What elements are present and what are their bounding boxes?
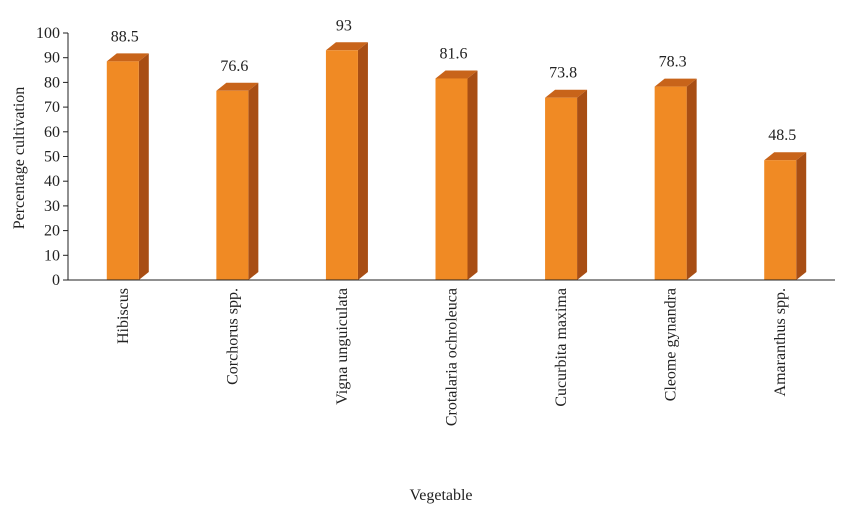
value-label: 76.6 [220, 58, 248, 75]
bar-5 [545, 89, 588, 281]
bar-side [248, 82, 259, 280]
y-tick-label: 50 [44, 149, 60, 166]
y-tick-label: 0 [52, 272, 60, 289]
value-label: 73.8 [549, 65, 577, 82]
y-tick-label: 40 [44, 173, 60, 190]
bar-front [764, 160, 797, 280]
y-tick-label: 10 [44, 247, 60, 264]
bar-4 [435, 70, 478, 280]
bar-top [216, 82, 259, 91]
x-axis: Hibiscus Corchorus spp. Vigna unguiculata C… [68, 279, 835, 426]
bar-6 [654, 78, 697, 280]
bar-2 [216, 82, 259, 280]
value-label: 48.5 [768, 127, 796, 144]
y-axis: 0 10 20 30 40 50 60 70 80 90 100 [36, 25, 69, 289]
y-tick-label: 80 [44, 74, 60, 91]
bar-front [545, 97, 578, 281]
bar-side [138, 53, 149, 280]
x-tick-label: Amaranthus spp. [772, 288, 789, 396]
bar-front [216, 90, 249, 280]
bars [106, 42, 807, 281]
bar-top [435, 70, 478, 79]
y-tick-label: 20 [44, 223, 60, 240]
bar-front [435, 78, 468, 280]
bar-1 [106, 53, 149, 280]
bar-side [467, 70, 478, 280]
bar-front [325, 50, 358, 280]
bar-side [796, 152, 807, 280]
bar-top [106, 53, 149, 62]
value-label: 81.6 [440, 45, 468, 62]
x-tick-label: Cucurbita maxima [553, 288, 570, 407]
x-tick-label: Vigna unguiculata [334, 288, 351, 405]
y-tick-label: 30 [44, 198, 60, 215]
x-tick-label: Hibiscus [115, 288, 132, 344]
bar-side [357, 42, 368, 280]
bar-front [106, 61, 139, 280]
y-tick-label: 70 [44, 99, 60, 116]
bar-top [325, 42, 368, 51]
value-label: 88.5 [111, 28, 139, 45]
value-label: 93 [336, 17, 352, 34]
y-axis-title: Percentage cultivation [11, 87, 28, 230]
x-tick-label: Cleome gynandra [663, 288, 680, 401]
bar-top [545, 89, 588, 98]
bar-front [654, 86, 687, 280]
bar-side [686, 78, 697, 280]
x-axis-title: Vegetable [409, 487, 472, 504]
bar-top [764, 152, 807, 161]
y-tick-label: 100 [36, 25, 60, 42]
bar-top [654, 78, 697, 87]
x-tick-label: Crotalaria ochroleuca [444, 288, 461, 426]
bar-3 [325, 42, 368, 280]
y-tick-label: 90 [44, 50, 60, 67]
x-tick-label: Corchorus spp. [224, 288, 241, 385]
y-tick-label: 60 [44, 124, 60, 141]
value-labels: 88.5 76.6 93 81.6 73.8 78.3 48.5 [111, 17, 796, 144]
bar-side [577, 89, 588, 281]
bar-7 [764, 152, 807, 280]
value-label: 78.3 [659, 54, 687, 71]
